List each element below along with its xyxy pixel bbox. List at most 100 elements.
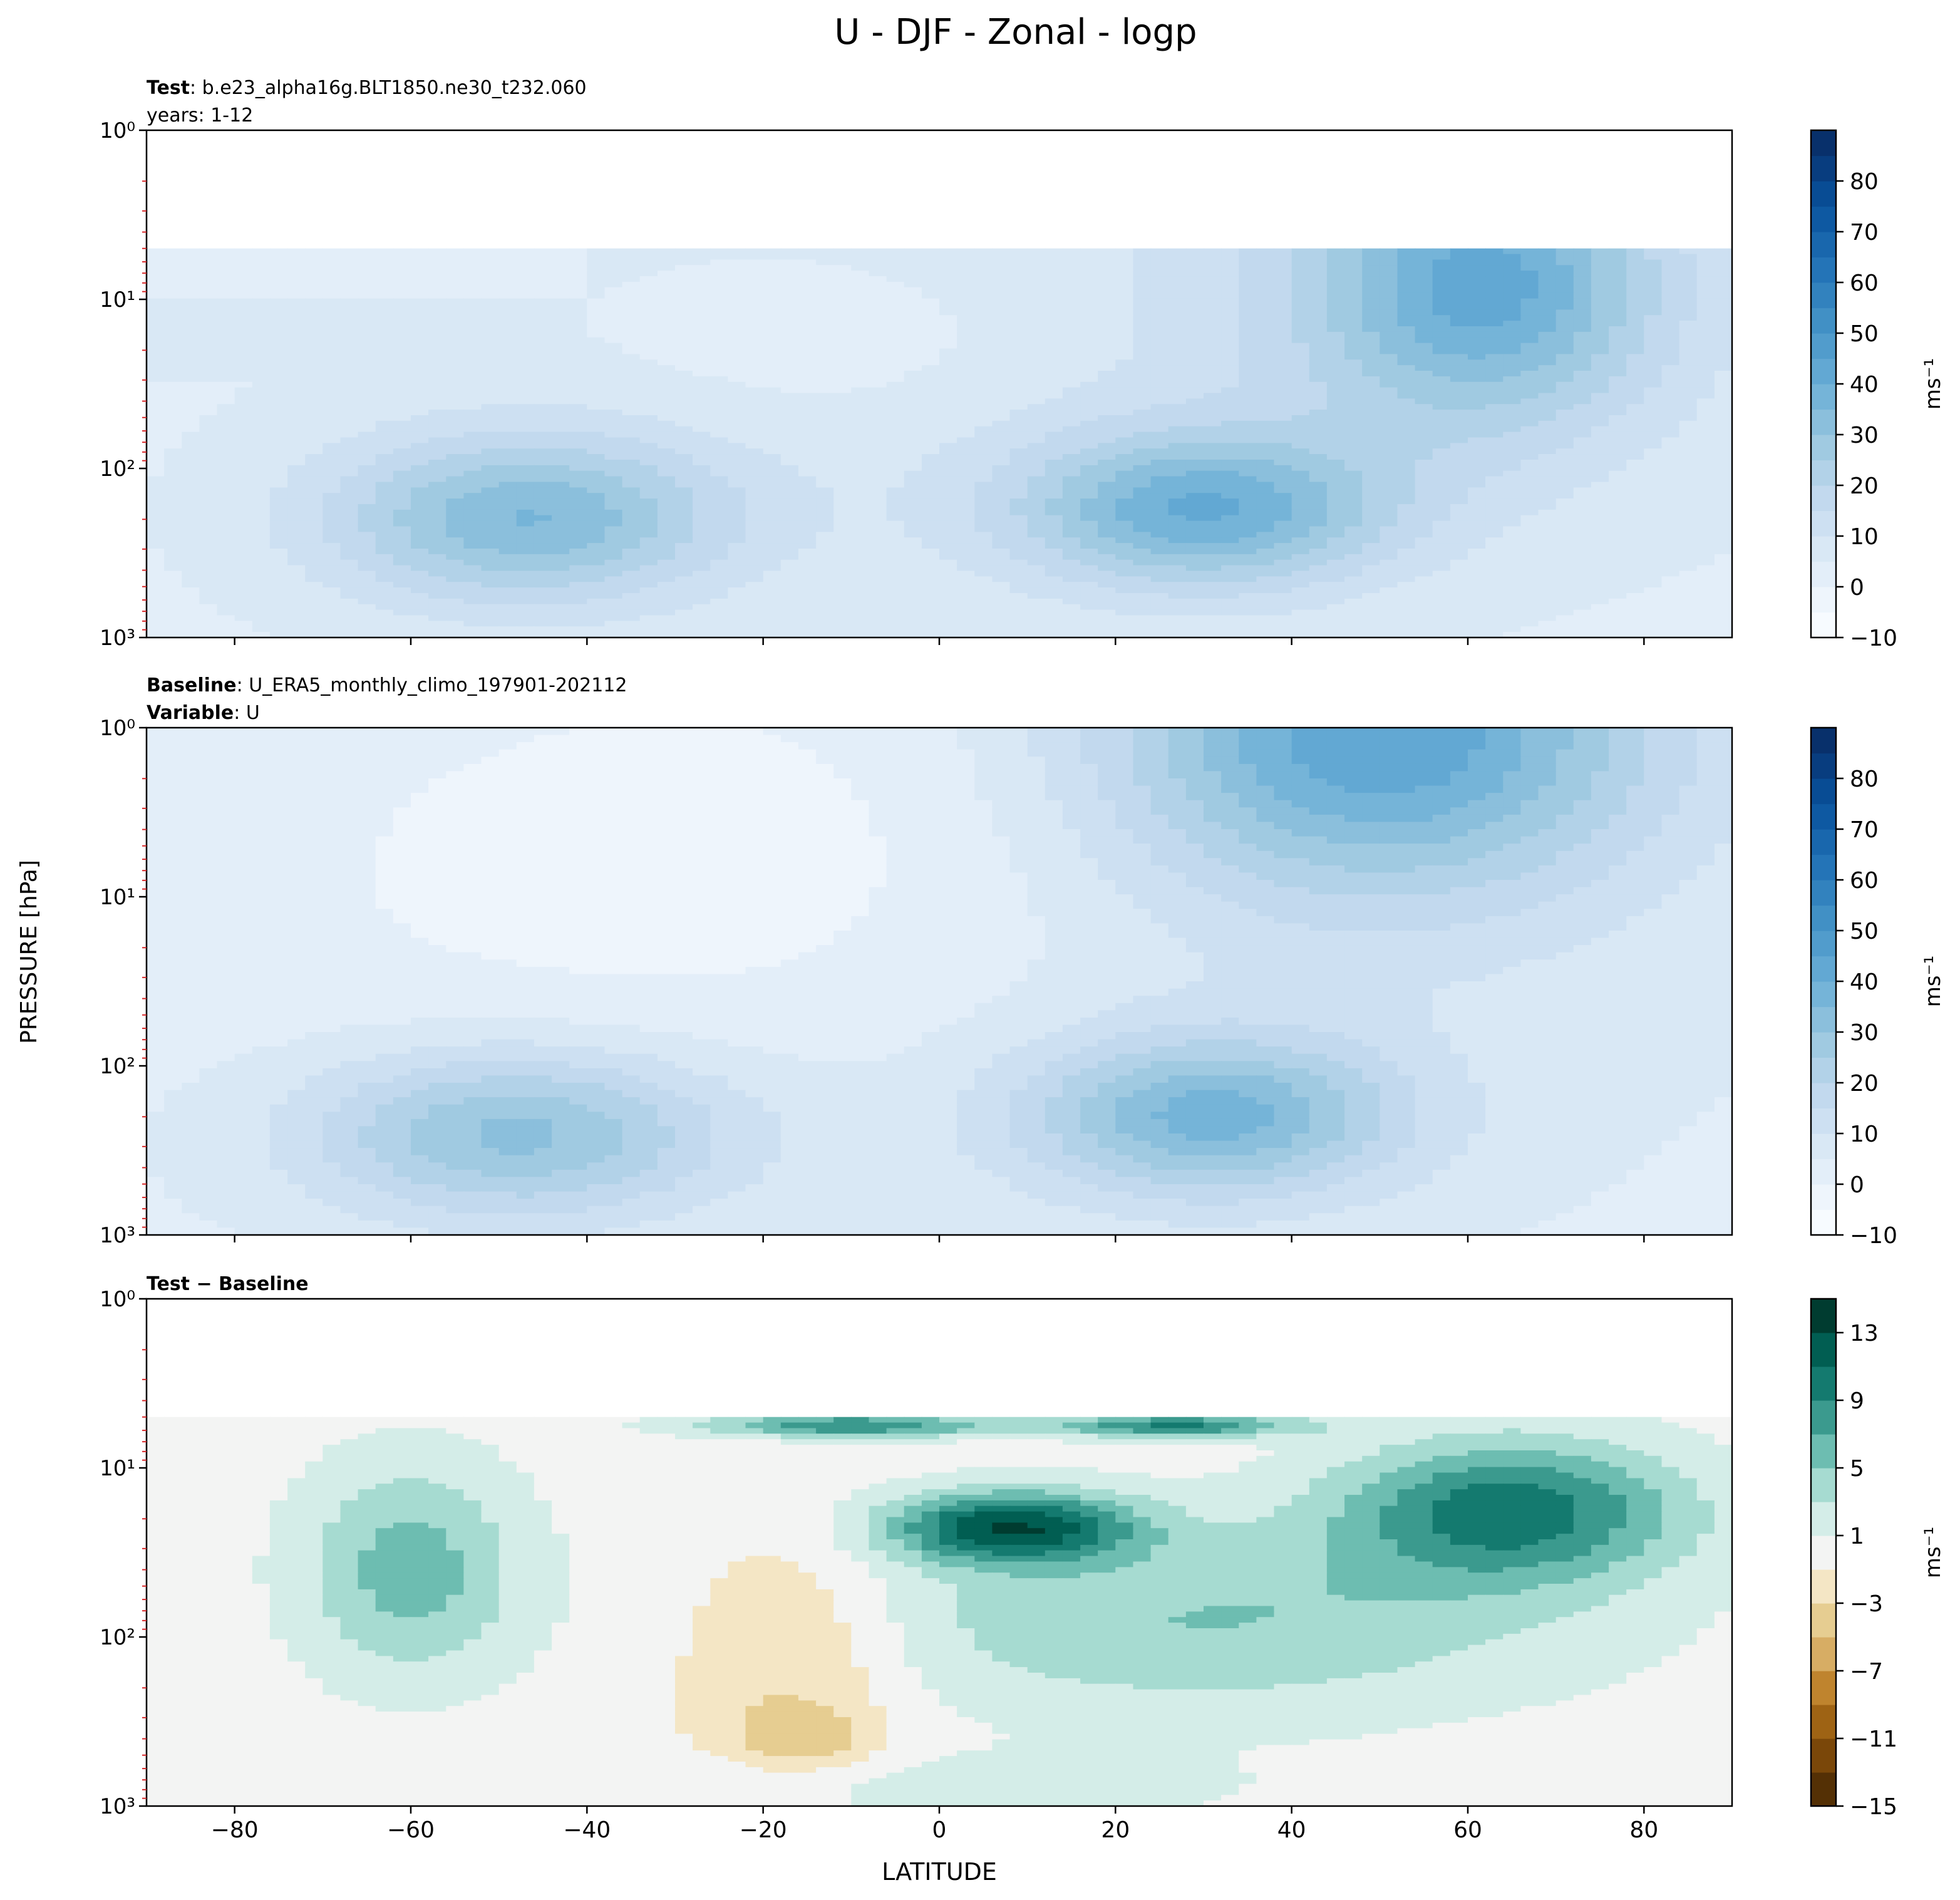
colorbar-tick-label: 13 [1850,1321,1879,1346]
colorbar-swatch [1811,956,1836,982]
panel-header-text: : U [234,702,260,724]
x-tick-label: 80 [1629,1817,1658,1843]
colorbar-swatch [1811,1108,1836,1134]
colorbar-swatch [1811,981,1836,1008]
colorbar-swatch [1811,130,1836,157]
colorbar-swatch [1811,1333,1836,1367]
colorbar-swatch [1811,1468,1836,1502]
colorbar-swatch [1811,829,1836,855]
x-tick-label: 60 [1453,1817,1482,1843]
colorbar-swatch [1811,510,1836,537]
colorbar-swatch [1811,1006,1836,1033]
y-tick-label: 10³ [100,626,135,651]
colorbar-swatch [1811,307,1836,334]
colorbar-swatch [1811,1772,1836,1807]
panel-header-bold: Baseline [147,674,237,696]
colorbar-tick-label: 30 [1850,423,1879,448]
y-tick-label: 10⁰ [100,1287,135,1312]
colorbar-swatch [1811,1502,1836,1536]
colorbar-swatch [1811,1299,1836,1333]
colorbar-tick-label: 50 [1850,919,1879,944]
x-tick-label: 0 [932,1817,947,1843]
colorbar-swatch [1811,1434,1836,1469]
colorbar-swatch [1811,485,1836,512]
colorbar-swatch [1811,612,1836,638]
colorbar-tick-label: −15 [1850,1794,1897,1820]
colorbar-swatch [1811,206,1836,232]
y-tick-label: 10¹ [100,1456,135,1481]
colorbar-swatch [1811,333,1836,359]
y-tick-label: 10² [100,1054,135,1079]
colorbar-swatch [1811,1133,1836,1160]
colorbar-swatch [1811,1569,1836,1604]
colorbar-label: ms⁻¹ [1921,956,1946,1007]
colorbar-tick-label: 50 [1850,321,1879,347]
colorbar-tick-label: 40 [1850,372,1879,398]
colorbar-swatch [1811,257,1836,283]
contour-field [147,728,1732,1235]
colorbar-swatch [1811,1366,1836,1401]
colorbar-swatch [1811,282,1836,309]
colorbar-swatch [1811,803,1836,830]
colorbar-tick-label: 10 [1850,524,1879,550]
colorbar-label: ms⁻¹ [1921,358,1946,410]
colorbar-tick-label: 20 [1850,1071,1879,1097]
colorbar-swatch [1811,905,1836,931]
colorbar-tick-label: 20 [1850,473,1879,499]
colorbar-tick-label: 80 [1850,169,1879,195]
x-tick-label: −80 [211,1817,259,1843]
colorbar-swatch [1811,1159,1836,1185]
colorbar-swatch [1811,358,1836,385]
panel-header-bold: Variable [147,702,234,724]
colorbar-swatch [1811,1032,1836,1058]
colorbar: −15 −11 −7 −3 1 5 9 13 ms⁻¹ [1810,1298,1946,1820]
colorbar-tick-label: 5 [1850,1456,1864,1482]
colorbar-tick-label: −10 [1850,626,1897,651]
colorbar-swatch [1811,460,1836,486]
x-tick-label: 40 [1277,1817,1306,1843]
colorbar-swatch [1811,435,1836,461]
colorbar-tick-label: 0 [1850,1172,1864,1198]
panel-header-line: Variable: U [147,702,260,724]
colorbar-tick-label: −11 [1850,1727,1897,1752]
colorbar-tick-label: −10 [1850,1223,1897,1249]
colorbar-swatch [1811,1705,1836,1739]
colorbar-swatch [1811,587,1836,613]
panel-header-line: Baseline: U_ERA5_monthly_climo_197901-20… [147,674,627,696]
colorbar-swatch [1811,1536,1836,1570]
colorbar-swatch [1811,1057,1836,1083]
colorbar-swatch [1811,155,1836,182]
y-tick-label: 10³ [100,1794,135,1819]
colorbar-tick-label: −7 [1850,1659,1883,1685]
y-axis-label: PRESSURE [hPa] [16,860,42,1044]
colorbar-tick-label: 0 [1850,575,1864,601]
colorbar-tick-label: −3 [1850,1591,1883,1617]
colorbar-tick-label: 70 [1850,220,1879,245]
baseline-panel: 10⁰ 10¹ 10² 10³ Baseline: U_ERA5_monthly_cli… [100,674,1946,1249]
colorbar-swatch [1811,561,1836,587]
panel-header-bold: Test − Baseline [147,1273,309,1295]
colorbar-swatch [1811,753,1836,779]
y-tick-label: 10⁰ [100,716,135,741]
x-axis-label: LATITUDE [882,1858,997,1886]
panel-header-bold: Test [147,77,190,99]
test-panel: 10⁰ 10¹ 10² 10³ Test: b.e23_alpha16g.BLT1850… [100,77,1946,651]
panel-header-line: Test: b.e23_alpha16g.BLT1850.ne30_t232.0… [147,77,587,99]
colorbar-tick-label: 60 [1850,868,1879,894]
colorbar-swatch [1811,854,1836,880]
panel-header-text: years: 1-12 [147,105,253,126]
colorbar-tick-label: 1 [1850,1524,1864,1549]
colorbar-swatch [1811,181,1836,207]
colorbar-swatch [1811,1400,1836,1435]
colorbar: −10 0 10 20 30 40 50 60 70 80 ms⁻¹ [1810,726,1946,1249]
colorbar-swatch [1811,232,1836,258]
colorbar-swatch [1811,1637,1836,1671]
contour-field [147,248,1732,638]
x-tick-label: −20 [740,1817,787,1843]
y-tick-label: 10¹ [100,287,135,312]
x-tick-label: −60 [387,1817,435,1843]
colorbar-swatch [1811,1083,1836,1109]
panel-header-text: : b.e23_alpha16g.BLT1850.ne30_t232.060 [190,77,587,99]
colorbar-swatch [1811,1603,1836,1638]
